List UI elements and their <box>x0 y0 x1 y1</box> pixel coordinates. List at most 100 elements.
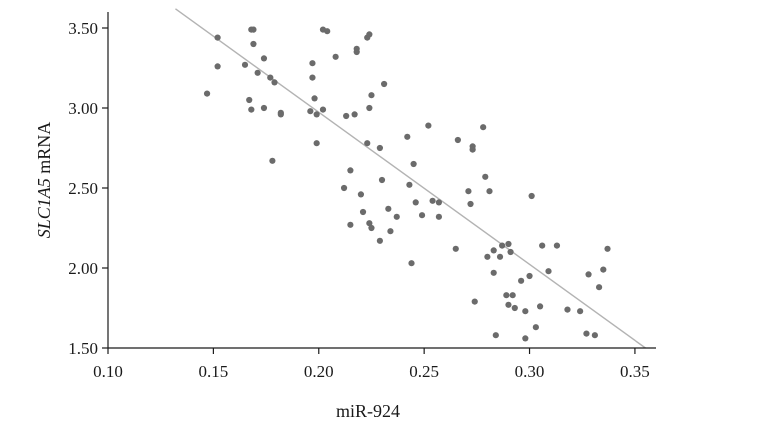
data-point <box>526 272 533 280</box>
data-point <box>271 79 278 86</box>
y-tick-label: 3.50 <box>68 19 98 38</box>
data-point <box>376 237 383 244</box>
data-point <box>260 55 268 62</box>
y-axis-label-gene: SLC1A5 <box>34 178 54 238</box>
x-tick-label: 0.20 <box>304 362 334 381</box>
data-point <box>604 245 611 252</box>
data-point <box>452 245 459 252</box>
data-point <box>366 31 373 38</box>
x-tick-label: 0.35 <box>620 362 650 381</box>
data-point <box>404 133 411 140</box>
data-point <box>376 144 383 152</box>
data-point <box>313 140 320 147</box>
data-point <box>393 213 400 220</box>
data-point <box>600 266 607 273</box>
x-axis-ticks: 0.10 0.15 0.20 0.25 0.30 0.35 <box>93 348 650 381</box>
data-point <box>505 301 512 308</box>
data-point <box>410 160 417 168</box>
data-point <box>469 146 476 153</box>
data-point <box>307 108 314 115</box>
data-point <box>480 124 487 131</box>
data-point <box>429 197 436 204</box>
data-point <box>277 111 284 118</box>
y-tick-label: 2.50 <box>68 179 98 198</box>
y-axis-label: SLC1A5 mRNA <box>34 122 54 239</box>
data-point <box>343 112 350 120</box>
data-point <box>418 212 426 219</box>
data-point <box>241 61 249 68</box>
data-point <box>250 26 257 33</box>
data-point <box>313 111 320 118</box>
data-point <box>357 191 365 198</box>
data-point <box>518 277 525 284</box>
data-point <box>490 247 497 254</box>
data-point <box>332 53 339 60</box>
data-point <box>454 136 461 144</box>
data-point <box>507 248 514 256</box>
data-point <box>353 48 360 56</box>
data-point <box>311 95 318 102</box>
data-point <box>309 74 316 81</box>
data-point <box>583 330 590 337</box>
data-point <box>408 260 415 267</box>
data-point <box>505 240 512 248</box>
data-point <box>484 253 491 260</box>
data-point <box>591 332 598 339</box>
y-axis-label-unit: mRNA <box>34 122 54 179</box>
data-point <box>406 181 413 188</box>
x-tick-label: 0.15 <box>199 362 229 381</box>
data-point <box>309 60 316 67</box>
data-point <box>340 184 348 192</box>
data-point <box>385 205 392 212</box>
data-point <box>248 106 255 113</box>
axes-layer <box>107 12 656 349</box>
data-point <box>368 224 375 232</box>
y-tick-label: 2.00 <box>68 259 98 278</box>
data-point <box>539 242 546 249</box>
data-point <box>214 63 221 70</box>
x-tick-label: 0.25 <box>409 362 439 381</box>
data-point <box>387 228 394 235</box>
data-point <box>366 220 373 227</box>
data-point <box>319 106 327 113</box>
x-tick-label: 0.30 <box>515 362 545 381</box>
data-point <box>490 269 497 276</box>
regression-line <box>175 8 646 349</box>
data-point <box>482 173 489 180</box>
data-point <box>577 308 584 315</box>
data-point <box>260 104 268 112</box>
x-axis-label: miR-924 <box>336 401 400 421</box>
data-point <box>499 242 506 249</box>
data-point <box>324 28 331 35</box>
trend-line-layer <box>175 8 646 349</box>
data-point <box>509 292 516 299</box>
data-point <box>412 199 419 206</box>
data-point <box>486 188 493 195</box>
data-point <box>465 188 472 195</box>
data-point <box>368 92 375 99</box>
data-point <box>351 111 358 118</box>
data-point <box>471 298 478 305</box>
y-tick-label: 3.00 <box>68 99 98 118</box>
data-point <box>545 268 552 275</box>
data-point <box>492 332 499 339</box>
data-point <box>250 40 257 48</box>
data-point <box>347 221 354 228</box>
data-point <box>503 292 510 299</box>
data-point <box>496 253 504 260</box>
data-point <box>425 122 432 129</box>
data-point <box>267 74 274 81</box>
data-point <box>435 213 443 220</box>
data-point <box>564 306 571 313</box>
data-point <box>214 34 221 41</box>
data-point <box>347 167 354 174</box>
y-tick-label: 1.50 <box>68 339 98 358</box>
data-point <box>522 335 529 342</box>
data-point <box>203 90 211 97</box>
data-point <box>254 69 261 76</box>
data-point <box>381 80 388 88</box>
data-point <box>269 157 276 164</box>
data-point <box>528 192 535 200</box>
